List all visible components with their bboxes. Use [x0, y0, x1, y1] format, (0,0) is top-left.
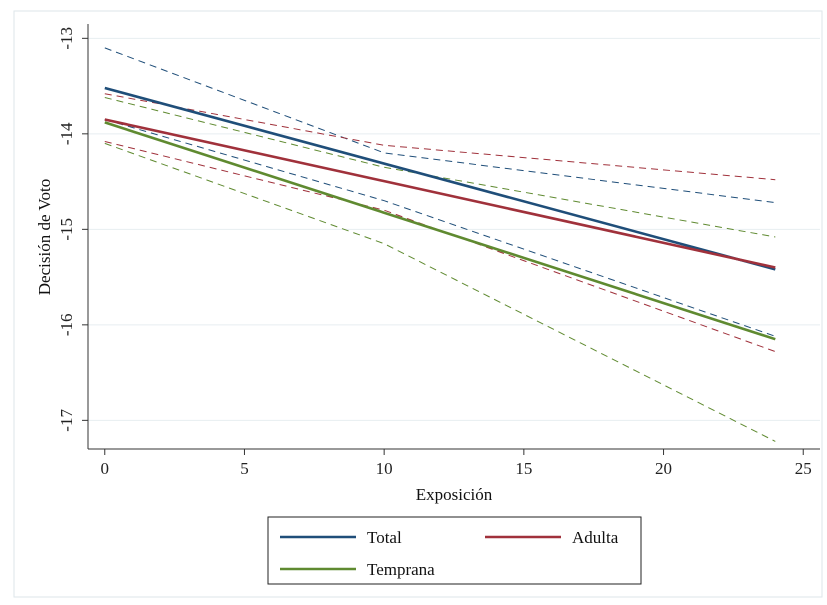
- grid-lines: [88, 37, 820, 421]
- y-tick-label: -16: [57, 314, 76, 337]
- x-tick-label: 25: [795, 459, 812, 478]
- legend: Total Adulta Temprana: [280, 528, 619, 579]
- axes: [87, 24, 820, 450]
- legend-box: [267, 516, 642, 585]
- fit-lines: [104, 86, 776, 341]
- x-tick-label: 20: [655, 459, 672, 478]
- y-tick-label: -15: [57, 218, 76, 241]
- x-tick-label: 10: [376, 459, 393, 478]
- adulta-ci-upper: [104, 93, 776, 181]
- ticks: -13 -14 -15 -16 -17 0 5 10 15 20 25: [57, 27, 812, 478]
- temprana-ci-lower: [104, 142, 776, 442]
- x-tick-label: 15: [515, 459, 532, 478]
- temprana-ci-upper: [104, 97, 776, 238]
- x-tick-label: 5: [240, 459, 249, 478]
- adulta-fit-line: [104, 118, 776, 269]
- legend-label-temprana: Temprana: [367, 560, 435, 579]
- x-axis-title: Exposición: [416, 485, 493, 504]
- legend-label-total: Total: [367, 528, 402, 547]
- total-ci-lower: [104, 119, 776, 337]
- x-tick-label: 0: [101, 459, 110, 478]
- total-fit-line: [104, 86, 776, 271]
- y-axis-title: Decisión de Voto: [35, 179, 54, 295]
- y-tick-label: -13: [57, 27, 76, 50]
- y-tick-label: -14: [57, 122, 76, 145]
- confidence-bands: [104, 47, 776, 442]
- y-tick-label: -17: [57, 409, 76, 432]
- adulta-ci-lower: [104, 141, 776, 353]
- legend-label-adulta: Adulta: [572, 528, 619, 547]
- temprana-fit-line: [104, 121, 776, 341]
- total-ci-upper: [104, 47, 776, 204]
